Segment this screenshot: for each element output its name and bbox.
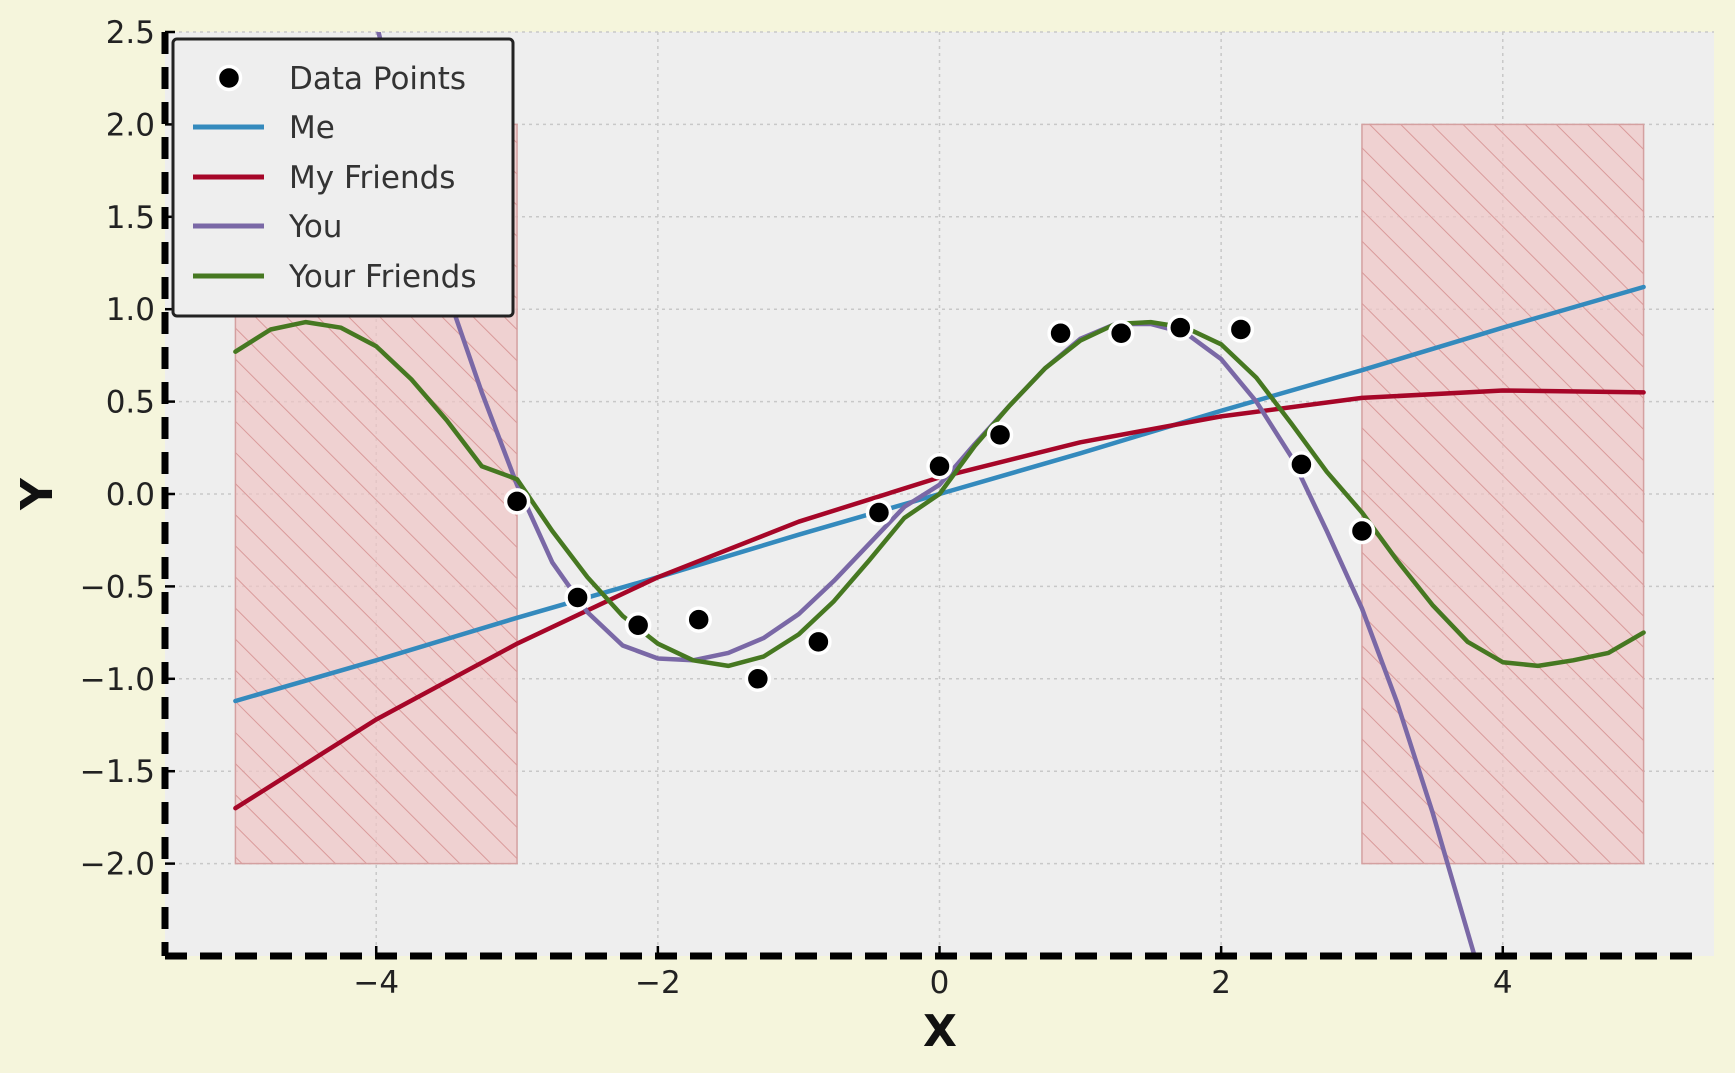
data-point [744,665,772,693]
legend-label: Me [289,110,335,146]
y-tick-label: 1.5 [106,200,155,236]
x-tick-label: 2 [1211,965,1231,1001]
legend: Data Points Me My Friends You Your Friends [171,37,515,318]
x-tick-label: −4 [353,965,399,1001]
data-point [1047,319,1074,347]
data-point [926,453,953,480]
y-tick-label: 2.0 [106,107,155,143]
data-point [1227,316,1255,343]
data-point [1107,319,1135,347]
shaded-region-hatch [1361,124,1644,864]
legend-label: Your Friends [288,259,477,295]
y-tick-label: 2.5 [106,15,155,51]
data-point [503,488,531,515]
x-tick-label: 0 [930,965,950,1001]
x-axis-title: X [923,1006,957,1057]
series-line-your-friends [233,319,1646,669]
y-tick-label: 0.0 [106,477,155,513]
data-point [564,584,591,611]
data-point [1167,314,1194,341]
data-point [685,606,712,633]
data-point [1348,517,1376,545]
legend-label: My Friends [289,160,455,196]
y-tick-label: −0.5 [80,569,155,605]
y-tick-label: 1.0 [106,292,155,328]
y-tick-label: 0.5 [106,385,155,421]
data-point [805,628,832,656]
data-point [865,499,893,526]
series-line-you [376,32,1477,956]
legend-frame [171,37,515,318]
y-tick-label: −2.0 [80,847,155,883]
data-point [986,421,1014,449]
y-tick-label: −1.5 [80,754,155,790]
legend-marker-data-points [215,64,243,92]
tick-labels: −4 −2 0 2 4 2.5 2.0 1.5 1.0 0.5 0.0 −0.5 −1.0 −1.5 −2.… [80,15,1513,1001]
data-point [624,611,652,639]
legend-label: Data Points [289,61,466,97]
data-point [1288,451,1315,478]
y-axis-title: Y [12,477,63,511]
legend-label: You [288,209,342,245]
x-tick-label: 4 [1493,965,1513,1001]
data-points [503,314,1376,693]
x-tick-label: −2 [635,965,681,1001]
y-tick-label: −1.0 [80,662,155,698]
